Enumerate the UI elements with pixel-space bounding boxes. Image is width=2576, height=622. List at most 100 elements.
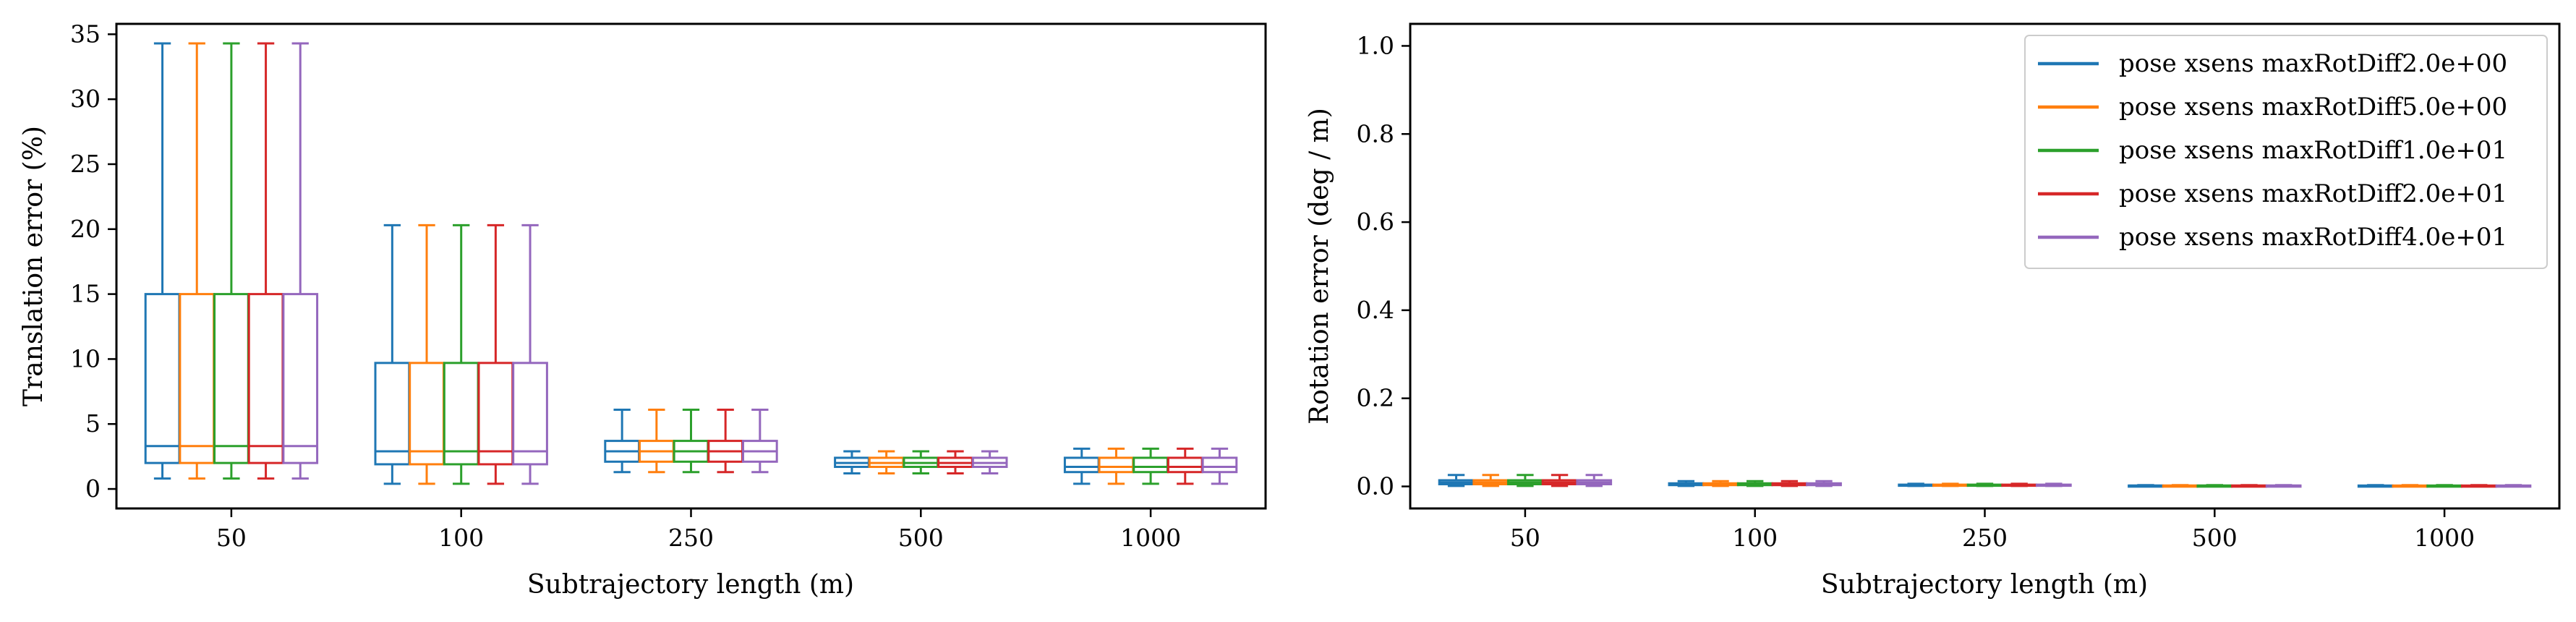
- left-box-100-series-2: [409, 223, 445, 485]
- left-box-500-series-3: [903, 450, 939, 475]
- x-tick-label: 500: [2192, 524, 2238, 552]
- box-iqr: [1133, 456, 1169, 474]
- right-box-250-series-1: [1898, 482, 1935, 487]
- x-tick-label: 1000: [2414, 524, 2475, 552]
- y-tick-label: 30: [70, 85, 101, 113]
- legend-item: pose xsens maxRotDiff2.0e+01: [2038, 179, 2507, 208]
- left-box-50-series-1: [144, 42, 181, 480]
- right-box-250-series-5: [2035, 482, 2072, 487]
- legend-label: pose xsens maxRotDiff2.0e+00: [2119, 49, 2507, 78]
- left-box-250-series-5: [741, 408, 778, 474]
- right-box-100-series-2: [1702, 480, 1739, 487]
- left-box-50-series-3: [213, 42, 250, 480]
- right-box-50-series-5: [1576, 474, 1613, 487]
- left-box-50-series-5: [282, 42, 319, 480]
- left-box-1000-series-5: [1201, 447, 1238, 485]
- left-box-1000-series-1: [1063, 447, 1100, 485]
- left-box-250-series-3: [673, 408, 709, 474]
- left-x-ticks: 50 100 250 500 1000: [216, 508, 1181, 552]
- left-x-axis-label: Subtrajectory length (m): [527, 570, 854, 600]
- y-tick-label: 0.0: [1357, 472, 1394, 500]
- right-y-axis-label: Rotation error (deg / m): [1305, 108, 1334, 425]
- y-tick-label: 0: [85, 474, 101, 503]
- left-y-ticks: 0 5 10 15 20 25 30 35: [70, 20, 116, 503]
- left-box-100-series-1: [374, 223, 411, 485]
- y-tick-label: 15: [70, 280, 101, 308]
- box-iqr: [247, 293, 284, 464]
- left-box-500-series-2: [868, 450, 905, 475]
- box-iqr: [179, 293, 216, 464]
- y-tick-label: 5: [85, 409, 101, 438]
- y-tick-label: 0.8: [1357, 119, 1394, 148]
- box-iqr: [1201, 456, 1238, 474]
- y-tick-label: 25: [70, 150, 101, 178]
- x-tick-label: 1000: [1120, 524, 1181, 552]
- legend-label: pose xsens maxRotDiff4.0e+01: [2119, 223, 2507, 252]
- legend-item: pose xsens maxRotDiff1.0e+01: [2038, 136, 2507, 165]
- x-tick-label: 100: [1732, 524, 1778, 552]
- box-iqr: [144, 293, 181, 464]
- left-box-500-series-4: [937, 450, 973, 475]
- right-box-250-series-2: [1932, 482, 1969, 487]
- legend-item: pose xsens maxRotDiff2.0e+00: [2038, 49, 2507, 78]
- right-box-500-series-3: [2196, 484, 2233, 488]
- left-box-250-series-1: [604, 408, 641, 474]
- left-box-1000-series-4: [1167, 447, 1203, 485]
- y-tick-label: 0.4: [1357, 296, 1394, 324]
- legend-frame: [2024, 35, 2548, 269]
- box-iqr: [282, 293, 319, 464]
- legend-items: pose xsens maxRotDiff2.0e+00 pose xsens m…: [2038, 49, 2507, 252]
- right-box-50-series-1: [1438, 474, 1475, 487]
- right-box-50-series-2: [1472, 474, 1509, 487]
- box-iqr: [443, 362, 479, 466]
- right-box-250-series-3: [1966, 482, 2003, 487]
- right-box-100-series-1: [1668, 480, 1705, 487]
- right-box-50-series-4: [1541, 474, 1578, 487]
- right-box-1000-series-5: [2495, 484, 2532, 488]
- x-tick-label: 50: [216, 524, 247, 552]
- x-tick-label: 500: [898, 524, 944, 552]
- left-box-100-series-5: [512, 223, 548, 485]
- y-tick-label: 10: [70, 344, 101, 372]
- right-box-250-series-4: [2001, 482, 2038, 487]
- left-box-1000-series-2: [1098, 447, 1135, 485]
- x-tick-label: 50: [1510, 524, 1540, 552]
- box-iqr: [374, 362, 411, 466]
- right-box-500-series-5: [2265, 484, 2302, 488]
- x-tick-label: 100: [438, 524, 484, 552]
- box-iqr: [477, 362, 514, 466]
- box-iqr: [512, 362, 548, 466]
- right-box-1000-series-4: [2460, 484, 2497, 488]
- left-box-250-series-2: [638, 408, 675, 474]
- right-box-500-series-4: [2231, 484, 2267, 488]
- y-tick-label: 1.0: [1357, 31, 1394, 59]
- legend-label: pose xsens maxRotDiff1.0e+01: [2119, 136, 2507, 165]
- legend-item: pose xsens maxRotDiff4.0e+01: [2038, 223, 2507, 252]
- box-iqr: [1098, 456, 1135, 474]
- left-box-50-series-4: [247, 42, 284, 480]
- right-box-1000-series-3: [2426, 484, 2462, 488]
- box-iqr: [1063, 456, 1100, 474]
- left-box-marks: [144, 42, 1238, 485]
- left-box-50-series-2: [179, 42, 216, 480]
- right-box-1000-series-2: [2392, 484, 2428, 488]
- legend-item: pose xsens maxRotDiff5.0e+00: [2038, 93, 2507, 122]
- x-tick-label: 250: [668, 524, 714, 552]
- box-iqr: [409, 362, 445, 466]
- x-tick-label: 250: [1962, 524, 2008, 552]
- right-box-100-series-3: [1736, 480, 1773, 487]
- right-box-500-series-1: [2128, 484, 2164, 488]
- legend-label: pose xsens maxRotDiff5.0e+00: [2119, 93, 2507, 122]
- box-iqr: [1167, 456, 1203, 474]
- left-box-250-series-4: [707, 408, 744, 474]
- right-box-500-series-2: [2162, 484, 2198, 488]
- y-tick-label: 20: [70, 215, 101, 243]
- right-x-ticks: 50 100 250 500 1000: [1510, 508, 2475, 552]
- box-iqr: [213, 293, 250, 464]
- right-box-100-series-4: [1771, 480, 1808, 487]
- y-tick-label: 35: [70, 20, 101, 48]
- legend: pose xsens maxRotDiff2.0e+00 pose xsens m…: [2024, 35, 2548, 269]
- y-tick-label: 0.6: [1357, 208, 1394, 236]
- right-y-ticks: 0.0 0.2 0.4 0.6 0.8 1.0: [1357, 31, 1410, 500]
